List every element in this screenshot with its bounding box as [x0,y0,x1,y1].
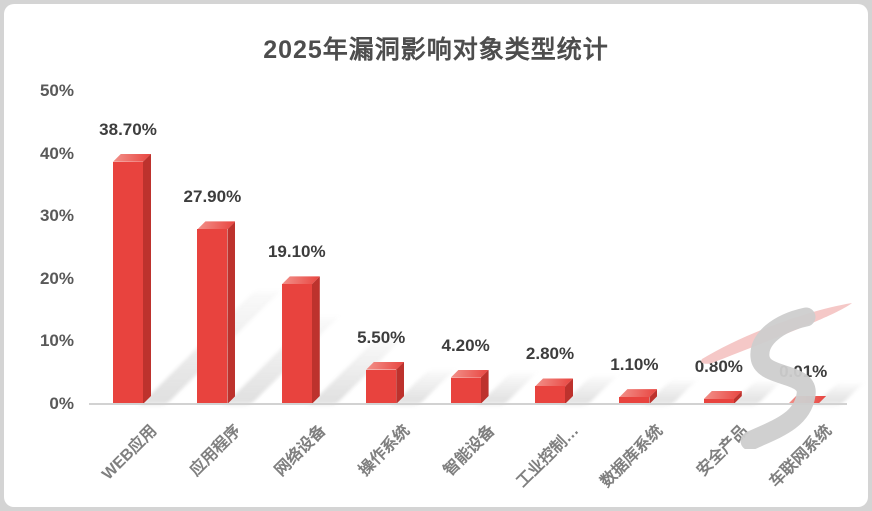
bar-value-label: 5.50% [357,327,406,347]
bar-top-face [450,369,489,378]
y-tick-label: 30% [39,206,74,226]
y-tick-label: 50% [39,81,74,100]
bar-side-face [733,390,742,404]
bar [450,377,481,404]
bar-value-label: 19.10% [267,242,326,262]
chart-card: 2025年漏洞影响对象类型统计 50% 40% 30% 20% 10% 0% 38.70% W… [4,4,868,507]
bar-top-face [535,378,573,387]
y-tick-label: 0% [49,394,74,413]
bar-top-face [619,389,658,398]
bar-value-label: 4.20% [441,335,490,355]
bar [113,161,143,404]
bar-top-face [113,153,151,162]
bar-side-face [311,276,320,404]
bar-value-label: 1.10% [610,355,659,375]
bar [197,229,228,404]
bar-side-face [649,389,658,404]
y-tick-label: 20% [39,268,74,288]
bar-side-face [818,395,827,404]
plot-area: 50% 40% 30% 20% 10% 0% 38.70% WEB应用 27.90% 应用程序 19… [4,4,868,507]
brand-logo-watermark [701,303,852,449]
y-tick-label: 10% [39,331,74,351]
y-tick-label: 40% [39,143,74,163]
bar [535,386,565,404]
bar-side-face [396,361,405,404]
bar-top-face [703,390,742,399]
bar-side-face [565,378,573,404]
bar-side-face [227,221,236,404]
x-axis-line [89,403,847,405]
bar [703,398,734,404]
bar-value-label: 27.90% [183,187,242,207]
category-label: WEB应用 [99,422,161,484]
bar-top-face [366,361,405,370]
bar-top-face [281,276,320,285]
bar [619,397,650,404]
bar-side-face [480,369,489,404]
watermark-s-curve-icon [740,307,816,449]
bar [366,369,397,404]
chart-title: 2025年漏洞影响对象类型统计 [263,36,609,64]
bar-top-face [197,221,236,230]
bar-side-face [143,153,151,404]
bar-value-label: 2.80% [525,344,575,364]
bar [281,284,312,404]
bar-value-label: 38.70% [99,119,157,139]
